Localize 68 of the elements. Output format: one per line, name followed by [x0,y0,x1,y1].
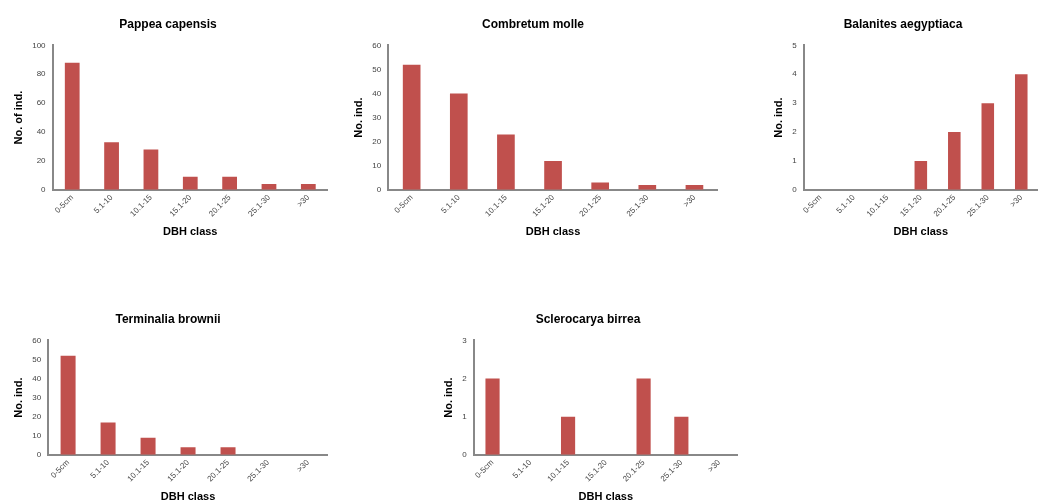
y-tick-label: 5 [792,40,798,50]
y-tick-label: 30 [372,112,382,122]
y-tick-label: 0 [376,185,382,195]
bar [222,176,237,190]
bar [182,176,198,190]
x-tick-label: >30 [295,192,312,209]
bar [449,93,468,190]
y-tick-label: 10 [372,160,382,170]
bar [1014,74,1028,190]
y-tick-label: 4 [792,69,798,79]
bar [497,134,515,190]
bar [981,103,995,190]
y-tick-label: 0 [36,450,42,460]
bar [544,160,562,190]
bar [220,447,236,455]
x-axis-title: DBH class [160,490,216,502]
y-tick-label: 60 [32,335,42,345]
y-tick-label: 10 [32,430,42,440]
y-tick-label: 30 [32,392,42,402]
y-tick-label: 40 [32,373,42,383]
x-axis-title: DBH class [893,225,949,238]
x-tick-label: >30 [1008,192,1025,209]
y-tick-label: 2 [792,127,798,137]
bar [180,447,196,455]
bar [143,149,159,190]
bar [914,160,928,190]
bar [402,64,421,190]
y-tick-label: 1 [462,411,468,421]
y-tick-label: 1 [792,156,798,166]
y-axis-title: No. ind. [441,377,454,418]
y-tick-label: 100 [32,40,47,50]
x-tick-label: >30 [681,192,698,209]
y-tick-label: 80 [36,69,47,79]
y-tick-label: 60 [372,40,382,50]
bar [140,437,156,455]
bar [60,355,76,455]
y-tick-label: 40 [372,88,382,98]
y-tick-label: 3 [462,335,468,345]
y-axis-title: No. ind. [11,377,24,418]
chart-title: Sclerocarya birrea [535,311,641,326]
y-axis-title: No. ind. [351,97,364,138]
y-axis-title: No. of ind. [11,90,24,145]
y-tick-label: 50 [32,354,42,364]
y-tick-label: 20 [32,411,42,421]
y-tick-label: 0 [462,450,468,460]
bar [948,132,961,190]
bar [64,62,80,190]
y-tick-label: 3 [792,98,798,108]
x-tick-label: >30 [295,457,312,474]
y-tick-label: 20 [36,156,47,166]
y-tick-label: 0 [792,185,798,195]
bar [104,142,119,190]
chart-title: Balanites aegyptiaca [843,16,963,31]
x-axis-title: DBH class [578,490,634,502]
y-tick-label: 60 [36,98,47,108]
y-axis-title: No. ind. [771,97,784,138]
bar [100,422,116,455]
chart-title: Pappea capensis [119,16,218,31]
x-axis-title: DBH class [163,225,218,238]
y-tick-label: 20 [372,136,382,146]
y-tick-label: 50 [372,64,382,74]
chart-title: Terminalia brownii [115,311,221,326]
x-tick-label: >30 [706,457,723,474]
chart-title: Combretum molle [481,16,585,31]
y-tick-label: 40 [36,127,47,137]
x-axis-title: DBH class [525,225,581,238]
y-tick-label: 2 [462,373,468,383]
y-tick-label: 0 [41,185,47,195]
